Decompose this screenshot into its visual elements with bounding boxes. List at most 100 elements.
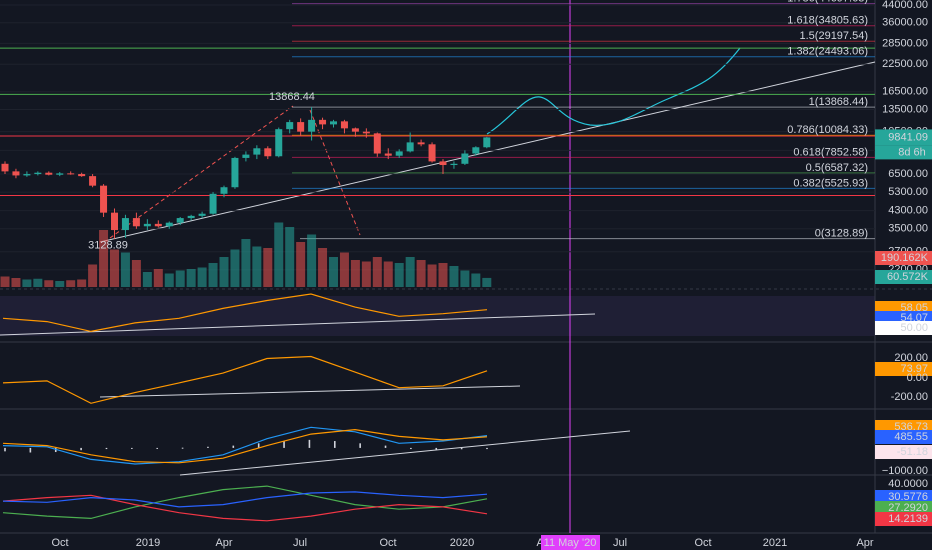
projection-dashed <box>109 105 361 239</box>
candle-body <box>362 131 370 134</box>
indicator-line <box>2 426 488 465</box>
candle-body <box>351 128 359 132</box>
volume-bar <box>33 278 43 287</box>
volume-bar <box>11 278 21 287</box>
histogram-bar <box>181 447 184 449</box>
indicator-label: 14.2139 <box>888 513 928 525</box>
volume-label-box <box>875 270 932 284</box>
macd-trend <box>179 430 631 476</box>
candle-body <box>253 148 261 155</box>
candle-body <box>89 176 97 186</box>
volume-bar <box>120 252 130 287</box>
price-tick-label: 22500.00 <box>882 58 928 70</box>
candle-body <box>461 153 469 164</box>
volume-bar <box>66 280 76 287</box>
volume-bar <box>77 279 87 287</box>
candle-body <box>417 142 425 145</box>
indicator-label: 73.97 <box>900 363 928 375</box>
cci-trend <box>99 385 521 398</box>
fib-label: 0.786(10084.33) <box>787 124 868 136</box>
histogram-bar <box>4 447 6 452</box>
histogram-bar <box>435 447 438 450</box>
candle-body <box>1 163 9 172</box>
volume-bar <box>427 264 437 287</box>
histogram-bar <box>207 446 209 448</box>
candle-body <box>176 218 184 223</box>
fib-label: 1.382(24493.06) <box>787 46 868 58</box>
histogram-bar <box>131 447 133 449</box>
price-tick-label: 13500.00 <box>882 103 928 115</box>
histogram-bar <box>283 441 285 448</box>
indicator-label: 536.73 <box>894 421 928 433</box>
candle-body <box>373 133 381 154</box>
candle-body <box>56 173 64 175</box>
volume-bar <box>449 266 459 287</box>
countdown: 8d 6h <box>898 146 926 158</box>
volume-bar <box>99 230 109 287</box>
fib-label: 0.5(6587.32) <box>806 162 868 174</box>
volume-bar <box>44 280 54 287</box>
indicator-label: 485.55 <box>894 431 928 443</box>
histogram-bar <box>308 439 311 448</box>
projection-curve <box>486 47 741 135</box>
candle-body <box>319 119 327 125</box>
candle-body <box>286 122 294 130</box>
volume-bar <box>361 261 371 287</box>
histogram-bar <box>333 441 336 448</box>
price-tick-label: 36000.00 <box>882 17 928 29</box>
volume-bar <box>131 260 141 287</box>
fib-label: 0(3128.89) <box>815 228 868 240</box>
rsi-trend <box>0 313 596 336</box>
price-tick-label: 16500.00 <box>882 86 928 98</box>
price-tick-label: 28500.00 <box>882 37 928 49</box>
low-label: 3128.89 <box>88 240 128 252</box>
candle-body <box>12 171 20 176</box>
candle-body <box>330 121 337 125</box>
high-label: 13868.44 <box>269 91 315 103</box>
volume-bar <box>55 281 65 287</box>
candle-body <box>100 185 108 213</box>
volume-bar <box>460 270 470 287</box>
candle-body <box>450 163 458 166</box>
candle-body <box>45 172 53 175</box>
volume-bar <box>285 227 295 287</box>
last-price-label: 9841.09 <box>888 131 928 143</box>
candle-body <box>209 193 217 214</box>
price-tick-label: 5300.00 <box>888 186 928 198</box>
volume-bar <box>318 248 328 287</box>
volume-bar <box>350 260 360 287</box>
indicator-label-box <box>875 362 932 376</box>
volume-bar <box>110 249 119 287</box>
volume-bar <box>405 257 415 287</box>
cursor-date-box <box>541 535 600 550</box>
volume-bar <box>274 222 284 287</box>
volume-bar <box>186 269 196 287</box>
candle-body <box>111 212 118 231</box>
candle-body <box>165 222 173 227</box>
histogram-bar <box>384 445 387 448</box>
candle-body <box>187 215 195 219</box>
volume-bar <box>219 257 229 287</box>
candle-body <box>472 147 480 154</box>
price-tick-label: 6500.00 <box>888 168 928 180</box>
volume-bar <box>175 270 185 287</box>
histogram-bar <box>54 447 57 453</box>
candle-body <box>297 122 305 132</box>
histogram-bar <box>359 443 361 448</box>
time-tick-label: Jul <box>613 537 627 549</box>
fib-label: 0.382(5525.93) <box>793 177 868 189</box>
volume-bar <box>416 260 426 287</box>
candle-body <box>264 148 272 157</box>
volume-bar <box>241 239 251 287</box>
candle-body <box>308 119 316 132</box>
histogram-bar <box>80 447 82 451</box>
indicator-label-box <box>875 430 932 444</box>
fib-label: 1.618(34805.63) <box>787 15 868 27</box>
histogram-bar <box>460 447 463 450</box>
candle-body <box>121 218 129 231</box>
time-tick-label: Apr <box>215 537 232 549</box>
candle-body <box>34 172 42 175</box>
volume-bar <box>88 264 98 287</box>
fib-label: 1(13868.44) <box>809 96 868 108</box>
indicator-label: -51.18 <box>897 446 928 458</box>
